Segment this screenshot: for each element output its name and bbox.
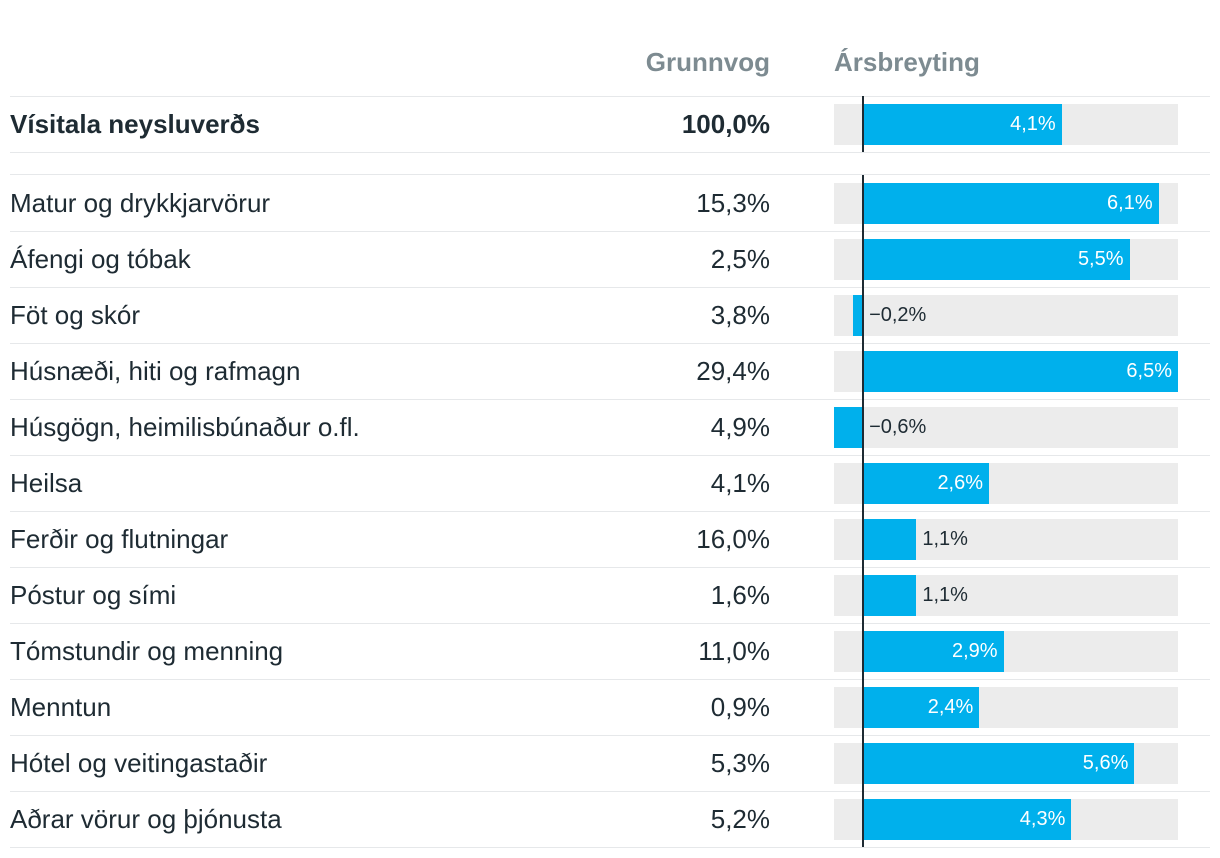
bar-value-label: 5,6% [1082, 752, 1129, 774]
table-row: Húsgögn, heimilisbúnaður o.fl. 4,9% −0,6% [10, 399, 1210, 456]
weight-value: 2,5% [710, 244, 770, 274]
table-header: Grunnvog Ársbreyting [10, 0, 1210, 97]
zero-axis-line [862, 679, 865, 735]
bar-track: 2,6% [834, 455, 1178, 511]
cpi-table: Grunnvog Ársbreyting Vísitala neysluverð… [10, 0, 1210, 858]
zero-axis-line [862, 791, 865, 847]
bar-track: 2,4% [834, 679, 1178, 735]
section-divider [10, 174, 1210, 175]
weight-column-header: Grunnvog [645, 47, 770, 77]
table-row: Matur og drykkjarvörur 15,3% 6,1% [10, 175, 1210, 232]
category-label: Menntun [10, 692, 112, 722]
bar-track: 1,1% [834, 567, 1178, 623]
bar-track: 5,5% [834, 231, 1178, 287]
weight-value: 11,0% [698, 636, 770, 666]
table-row: Menntun 0,9% 2,4% [10, 679, 1210, 736]
zero-axis-line [862, 455, 865, 511]
weight-value: 1,6% [710, 580, 770, 610]
change-bar [863, 687, 980, 728]
bar-track: 6,5% [834, 343, 1178, 399]
change-bar [863, 104, 1062, 145]
bar-value-label: 2,6% [937, 472, 984, 494]
change-bar [863, 463, 990, 504]
category-label: Föt og skór [10, 300, 141, 330]
bar-track: 4,3% [834, 791, 1178, 847]
zero-axis-line [862, 231, 865, 287]
bar-value-label: 1,1% [922, 528, 968, 550]
change-column-header: Ársbreyting [834, 47, 980, 77]
zero-axis-line [862, 175, 865, 231]
table-row: Hótel og veitingastaðir 5,3% 5,6% [10, 735, 1210, 792]
bar-value-label: 4,3% [1019, 808, 1066, 830]
weight-value: 4,1% [710, 468, 770, 498]
table-row: Heilsa 4,1% 2,6% [10, 455, 1210, 512]
table-row: Ferðir og flutningar 16,0% 1,1% [10, 511, 1210, 568]
bar-value-label: 4,1% [1010, 113, 1056, 135]
table-row: Póstur og sími 1,6% 1,1% [10, 567, 1210, 624]
change-bar [863, 575, 917, 616]
zero-axis-line [862, 96, 865, 152]
category-label: Tómstundir og menning [10, 636, 284, 666]
category-label: Hótel og veitingastaðir [10, 748, 268, 778]
change-bar [863, 631, 1004, 672]
change-bar [863, 519, 917, 560]
weight-value: 4,9% [710, 412, 770, 442]
change-bar [834, 407, 864, 448]
zero-axis-line [862, 567, 865, 623]
table-row: Áfengi og tóbak 2,5% 5,5% [10, 231, 1210, 288]
bar-track: −0,6% [834, 399, 1178, 455]
weight-value: 0,9% [710, 692, 770, 722]
category-label: Heilsa [10, 468, 83, 498]
category-label: Áfengi og tóbak [10, 244, 191, 274]
table-row: Aðrar vörur og þjónusta 5,2% 4,3% [10, 791, 1210, 848]
category-label: Aðrar vörur og þjónusta [10, 804, 282, 834]
change-bar [863, 183, 1159, 224]
zero-axis-line [862, 623, 865, 679]
category-label: Ferðir og flutningar [10, 524, 229, 554]
bar-value-label: 1,1% [922, 584, 968, 606]
zero-axis-line [862, 343, 865, 399]
bar-value-label: 6,1% [1107, 192, 1153, 214]
change-bar [863, 351, 1178, 392]
change-bar [853, 295, 864, 336]
bar-track: 1,1% [834, 511, 1178, 567]
bar-track: 4,1% [834, 96, 1178, 152]
bar-value-label: −0,6% [869, 416, 927, 438]
zero-axis-line [862, 399, 865, 455]
change-bar [863, 239, 1130, 280]
category-label: Matur og drykkjarvörur [10, 188, 271, 218]
weight-value: 3,8% [710, 300, 770, 330]
weight-value: 16,0% [696, 524, 770, 554]
category-label: Póstur og sími [10, 580, 177, 610]
category-label: Vísitala neysluverðs [10, 109, 261, 139]
zero-axis-line [862, 511, 865, 567]
bar-value-label: −0,2% [869, 304, 927, 326]
change-bar [863, 743, 1135, 784]
weight-value: 29,4% [696, 356, 770, 386]
weight-value: 5,3% [710, 748, 770, 778]
category-label: Húsgögn, heimilisbúnaður o.fl. [10, 412, 360, 442]
bar-track: −0,2% [834, 287, 1178, 343]
category-label: Húsnæði, hiti og rafmagn [10, 356, 301, 386]
bar-value-label: 6,5% [1126, 360, 1172, 382]
table-row: Húsnæði, hiti og rafmagn 29,4% 6,5% [10, 343, 1210, 400]
zero-axis-line [862, 735, 865, 791]
weight-value: 5,2% [710, 804, 770, 834]
total-row: Vísitala neysluverðs 100,0% 4,1% [10, 96, 1210, 153]
weight-value: 15,3% [696, 188, 770, 218]
weight-value: 100,0% [681, 109, 770, 139]
bar-track: 2,9% [834, 623, 1178, 679]
bar-value-label: 2,9% [951, 640, 998, 662]
bar-track: 6,1% [834, 175, 1178, 231]
bar-track: 5,6% [834, 735, 1178, 791]
bar-value-label: 5,5% [1077, 248, 1124, 270]
table-row: Föt og skór 3,8% −0,2% [10, 287, 1210, 344]
bar-value-label: 2,4% [927, 696, 974, 718]
zero-axis-line [862, 287, 865, 343]
table-row: Tómstundir og menning 11,0% 2,9% [10, 623, 1210, 680]
change-bar [863, 799, 1072, 840]
